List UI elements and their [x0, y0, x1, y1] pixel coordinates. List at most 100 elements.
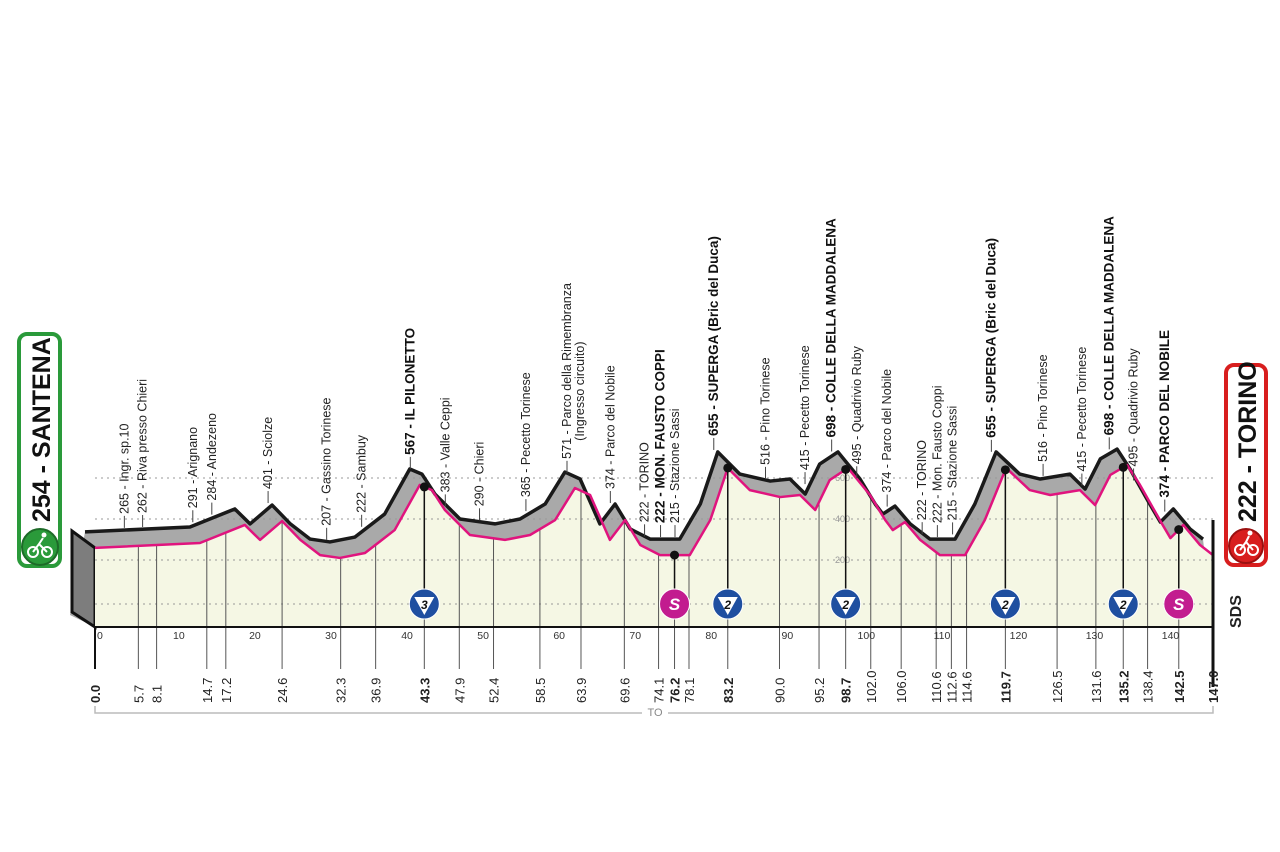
waypoint-label: 374 - Parco del Nobile — [880, 369, 894, 493]
start-label: 254 - SANTENA — [28, 337, 56, 522]
kom-badge: 2 — [830, 464, 862, 620]
kom-badge: 2 — [712, 463, 744, 620]
city-bracket-label: TO — [647, 707, 663, 719]
km-label: 142.5 — [1172, 670, 1187, 703]
km-label: 0.0 — [88, 685, 103, 703]
km-label: 78.1 — [682, 678, 697, 703]
x-axis: 0 10 20 30 40 50 60 70 80 90 100 110 120 130 140 0.0 147… — [88, 520, 1221, 703]
sprint-badge: S — [659, 550, 691, 620]
km-label: 76.2 — [668, 678, 683, 703]
km-label: 126.5 — [1050, 670, 1065, 703]
km-label: 98.7 — [839, 678, 854, 703]
waypoint-label: 290 - Chieri — [473, 442, 487, 507]
km-label: 32.3 — [334, 678, 349, 703]
km-label: 135.2 — [1116, 670, 1131, 703]
x-tick-label: 40 — [401, 630, 413, 642]
waypoint-label: 495 - Quadrivio Ruby — [850, 345, 864, 464]
kom-badge: 2 — [989, 465, 1021, 620]
waypoint-label: 291 - Arignano — [186, 427, 200, 508]
triangle-icon — [995, 597, 1016, 615]
waypoint-label: 222 - TORINO — [638, 442, 652, 522]
x-tick-label: 10 — [173, 630, 185, 642]
km-label: 131.6 — [1089, 670, 1104, 703]
sprint-icon — [1163, 588, 1195, 620]
waypoint-label: 415 - Pecetto Torinese — [798, 345, 812, 470]
km-label: 83.2 — [721, 678, 736, 703]
grid-label: 400 — [835, 514, 850, 524]
waypoint-label: 374 - Parco del Nobile — [603, 365, 617, 489]
waypoint-label: 495 - Quadrivio Ruby — [1127, 348, 1141, 467]
km-label: 24.6 — [275, 678, 290, 703]
x-tick-label: 0 — [97, 630, 103, 642]
waypoint-label: 698 - COLLE DELLA MADDALENA — [824, 218, 839, 438]
finish-box: 222 - TORINO — [1224, 361, 1268, 567]
km-label: 17.2 — [219, 678, 234, 703]
start-box: 254 - SANTENA — [17, 332, 62, 568]
km-label: 8.1 — [150, 685, 165, 703]
km-label: 119.7 — [998, 671, 1013, 703]
km-label: 102.0 — [864, 670, 879, 703]
badge-text: 3 — [421, 598, 428, 612]
km-label: 110.6 — [929, 671, 944, 703]
km-label: 106.0 — [894, 670, 909, 703]
badge-text: 2 — [723, 598, 731, 612]
summit-dot — [1000, 465, 1010, 475]
summit-dot — [670, 550, 680, 560]
waypoint-label: 222 - Sambuy — [355, 434, 369, 513]
profile-fill — [95, 465, 1213, 627]
km-label: 63.9 — [574, 678, 589, 703]
x-tick-label: 80 — [705, 630, 717, 642]
waypoint-label: 571 - Parco della Rimembranza — [560, 283, 574, 459]
waypoint-labels: 265 - Ingr. sp.10 262 - Riva presso Chier… — [117, 216, 1172, 540]
x-tick-label: 110 — [934, 630, 951, 642]
waypoint-label: 265 - Ingr. sp.10 — [117, 423, 131, 513]
waypoint-label: 698 - COLLE DELLA MADDALENA — [1101, 216, 1116, 436]
waypoint-label: 415 - Pecetto Torinese — [1075, 347, 1089, 472]
waypoint-label-line2: (Ingresso circuito) — [573, 341, 587, 440]
km-label: 90.0 — [772, 678, 787, 703]
waypoint-label: 655 - SUPERGA (Bric del Duca) — [706, 236, 721, 436]
x-tick-label: 30 — [325, 630, 337, 642]
waypoint-label: 222 - Mon. Fausto Coppi — [930, 386, 944, 524]
summit-dot — [419, 482, 429, 492]
badge-text: S — [669, 595, 681, 614]
km-label: 43.3 — [417, 678, 432, 703]
waypoint-label: 215 - Stazione Sassi — [668, 408, 682, 523]
sprint-icon — [659, 588, 691, 620]
km-label: 14.7 — [200, 678, 215, 703]
waypoint-label: 215 - Stazione Sassi — [946, 406, 960, 521]
x-tick-label: 90 — [781, 630, 793, 642]
elevation-line — [94, 463, 1214, 560]
waypoint-label: 365 - Pecetto Torinese — [519, 372, 533, 497]
x-tick-label: 70 — [629, 630, 641, 642]
x-tick-label: 60 — [553, 630, 565, 642]
summit-dot — [723, 463, 733, 473]
kom-badge: 2 — [1107, 462, 1139, 620]
cyclist-icon — [1228, 528, 1264, 564]
km-label: 36.9 — [369, 678, 384, 703]
sds-logo: SDS — [1228, 595, 1245, 628]
km-label: 138.4 — [1141, 670, 1156, 703]
km-label: 114.6 — [960, 671, 975, 703]
waypoint-label: 262 - Riva presso Chieri — [136, 379, 150, 513]
triangle-icon — [414, 597, 435, 615]
triangle-icon — [835, 597, 856, 615]
waypoint-label: 655 - SUPERGA (Bric del Duca) — [983, 238, 998, 438]
summit-dot — [841, 464, 851, 474]
cyclist-icon — [21, 528, 59, 566]
waypoint-label: 401 - Sciolze — [261, 417, 275, 489]
waypoint-label: 516 - Pino Torinese — [1036, 354, 1050, 462]
triangle-icon — [1113, 597, 1134, 615]
grid-label: 600 — [835, 473, 850, 483]
x-tick-label: 100 — [858, 630, 876, 642]
relief-edge-line — [84, 447, 1205, 544]
grid-label: 200 — [835, 555, 850, 565]
sprint-badge: S — [1163, 525, 1195, 620]
waypoint-label: 207 - Gassino Torinese — [320, 397, 334, 525]
waypoint-label: 222 - MON. FAUSTO COPPI — [653, 349, 668, 523]
km-label: 47.9 — [452, 678, 467, 703]
km-label: 5.7 — [131, 685, 146, 703]
km-label: 112.6 — [944, 671, 959, 703]
x-tick-label: 20 — [249, 630, 261, 642]
